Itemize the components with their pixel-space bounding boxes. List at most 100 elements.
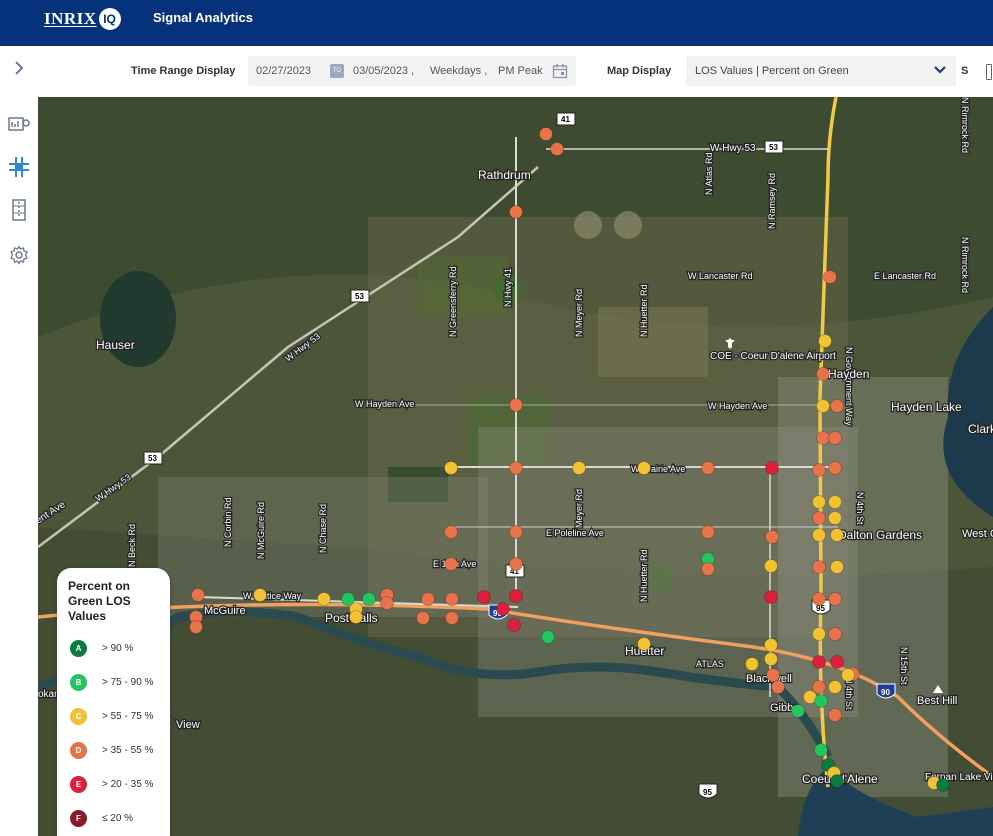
signal-marker[interactable] [509, 557, 523, 571]
signal-marker[interactable] [828, 680, 842, 694]
day-type[interactable]: Weekdays , [430, 65, 488, 77]
signal-marker[interactable] [189, 620, 203, 634]
map-display-select[interactable]: LOS Values | Percent on Green [686, 56, 956, 86]
signal-marker[interactable] [550, 142, 564, 156]
signal-marker[interactable] [812, 495, 826, 509]
signal-marker[interactable] [771, 680, 785, 694]
signal-marker[interactable] [509, 205, 523, 219]
signal-marker[interactable] [812, 560, 826, 574]
settings-gear-icon[interactable] [5, 243, 33, 267]
signal-marker[interactable] [828, 627, 842, 641]
signal-marker[interactable] [812, 680, 826, 694]
signal-marker[interactable] [828, 511, 842, 525]
signal-marker[interactable] [816, 367, 830, 381]
signal-marker[interactable] [812, 592, 826, 606]
end-date[interactable]: 03/05/2023 , [353, 65, 415, 77]
time-period[interactable]: PM Peak [498, 65, 543, 77]
signal-marker[interactable] [830, 528, 844, 542]
signal-marker[interactable] [830, 774, 844, 788]
signal-marker[interactable] [745, 657, 759, 671]
signal-marker[interactable] [766, 668, 780, 682]
signal-marker[interactable] [814, 743, 828, 757]
signal-marker[interactable] [539, 127, 553, 141]
signal-marker[interactable] [349, 610, 363, 624]
signal-marker[interactable] [765, 530, 779, 544]
signal-marker[interactable] [701, 562, 715, 576]
signal-marker[interactable] [764, 590, 778, 604]
signal-marker[interactable] [828, 431, 842, 445]
signal-marker[interactable] [814, 694, 828, 708]
los-badge-f: F [70, 809, 87, 827]
signal-marker[interactable] [816, 431, 830, 445]
signal-marker[interactable] [701, 461, 715, 475]
map-view[interactable]: W Hwy 53 Rathdrum N Atlas Rd N Ramsey Rd… [38, 97, 993, 836]
signal-marker[interactable] [477, 590, 491, 604]
signal-marker[interactable] [496, 602, 510, 616]
legend-item-f: F ≤ 20 % [70, 809, 133, 827]
dashboard-icon[interactable] [5, 112, 33, 136]
cut-off-control[interactable] [986, 64, 992, 80]
label-n-rimrock-rd-top: N Rimrock Rd [960, 97, 970, 153]
signal-marker[interactable] [812, 655, 826, 669]
signal-marker[interactable] [764, 638, 778, 652]
signal-marker[interactable] [362, 592, 376, 606]
signal-marker[interactable] [816, 399, 830, 413]
signal-marker[interactable] [317, 592, 331, 606]
signal-marker[interactable] [828, 495, 842, 509]
signal-marker[interactable] [191, 588, 205, 602]
to-badge: TO [330, 64, 344, 78]
expand-chevron-icon[interactable] [5, 56, 33, 80]
signal-marker[interactable] [637, 461, 651, 475]
signal-marker[interactable] [541, 630, 555, 644]
signal-marker[interactable] [812, 463, 826, 477]
signal-marker[interactable] [830, 560, 844, 574]
signal-marker[interactable] [841, 668, 855, 682]
signal-marker[interactable] [509, 398, 523, 412]
label-n-4th-st-low: N 4th St [844, 677, 854, 710]
signal-marker[interactable] [812, 511, 826, 525]
legend-item-b: B > 75 - 90 % [70, 673, 153, 691]
map-canvas[interactable]: W Hwy 53 Rathdrum N Atlas Rd N Ramsey Rd… [38, 97, 993, 836]
svg-text:53: 53 [769, 143, 778, 152]
signal-marker[interactable] [830, 399, 844, 413]
signal-marker[interactable] [828, 708, 842, 722]
start-date[interactable]: 02/27/2023 [256, 65, 312, 77]
signal-marker[interactable] [701, 525, 715, 539]
signal-marker[interactable] [380, 596, 394, 610]
signal-marker[interactable] [509, 525, 523, 539]
signal-marker[interactable] [507, 618, 521, 632]
signal-marker[interactable] [509, 589, 523, 603]
signal-marker[interactable] [812, 627, 826, 641]
signal-marker[interactable] [444, 557, 458, 571]
signal-marker[interactable] [416, 611, 430, 625]
signals-icon[interactable] [5, 155, 33, 179]
signal-marker[interactable] [823, 270, 837, 284]
signal-marker[interactable] [253, 588, 267, 602]
signal-marker[interactable] [828, 592, 842, 606]
signal-marker[interactable] [444, 461, 458, 475]
signal-marker[interactable] [445, 592, 459, 606]
signal-marker[interactable] [637, 637, 651, 651]
label-n-huetter-rd-top: N Huetter Rd [639, 284, 649, 337]
signal-marker[interactable] [509, 461, 523, 475]
signal-marker[interactable] [791, 704, 805, 718]
signal-marker[interactable] [936, 778, 950, 792]
signal-marker[interactable] [828, 461, 842, 475]
signal-marker[interactable] [764, 652, 778, 666]
corridor-icon[interactable] [5, 198, 33, 222]
signal-marker[interactable] [572, 461, 586, 475]
signal-marker[interactable] [445, 611, 459, 625]
signal-marker[interactable] [341, 592, 355, 606]
calendar-icon[interactable] [552, 63, 568, 79]
signal-marker[interactable] [765, 461, 779, 475]
label-coe-airport: COE - Coeur D'alene Airport [710, 351, 836, 362]
signal-marker[interactable] [444, 525, 458, 539]
svg-text:41: 41 [510, 567, 519, 576]
signal-marker[interactable] [764, 559, 778, 573]
inrix-iq-logo[interactable]: INRIX IQ [44, 8, 121, 30]
signal-marker[interactable] [830, 655, 844, 669]
time-range-picker[interactable]: 02/27/2023 TO 03/05/2023 , Weekdays , PM… [248, 56, 576, 86]
signal-marker[interactable] [421, 592, 435, 606]
signal-marker[interactable] [812, 528, 826, 542]
signal-marker[interactable] [818, 334, 832, 348]
